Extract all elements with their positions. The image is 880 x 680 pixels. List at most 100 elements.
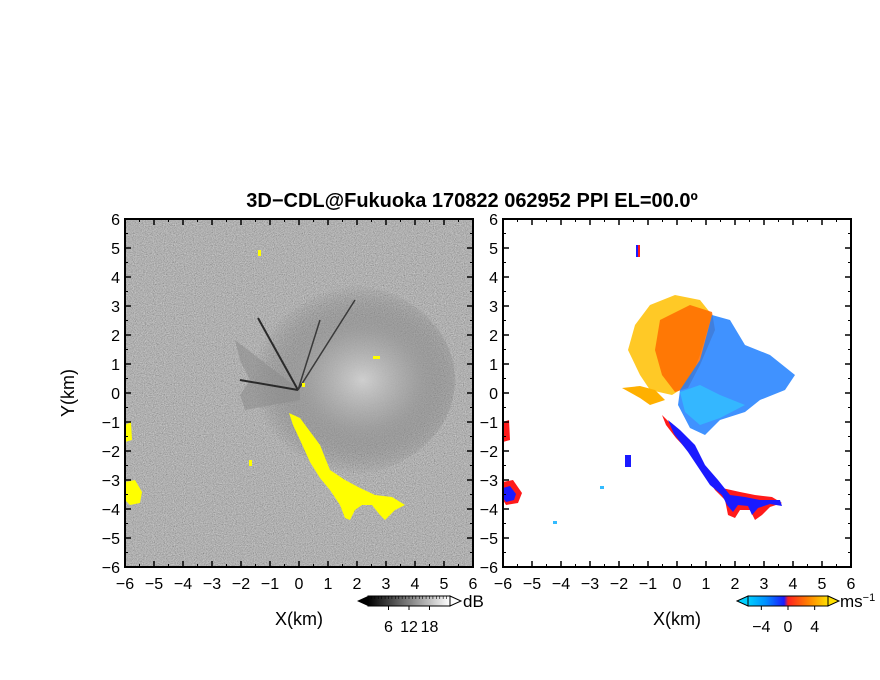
y-tick-label: −6 bbox=[102, 560, 120, 577]
highlight-speck-4 bbox=[249, 460, 252, 466]
x-tick-label: −5 bbox=[523, 576, 541, 593]
x-tick-label: −6 bbox=[116, 576, 134, 593]
x-tick-label: 4 bbox=[789, 576, 798, 593]
colorbar-tick-label: 4 bbox=[810, 619, 819, 636]
y-tick-label: −3 bbox=[102, 473, 120, 490]
y-tick-label: −4 bbox=[102, 502, 120, 519]
colorbar-tick-label: 12 bbox=[400, 619, 418, 636]
shadow-ray-2 bbox=[239, 379, 299, 391]
reflectivity-colorbar-unit: dB bbox=[463, 592, 484, 611]
y-tick-label: −1 bbox=[102, 415, 120, 432]
y-tick-label: 4 bbox=[489, 270, 498, 287]
x-tick-label: 5 bbox=[818, 576, 827, 593]
x-tick-label: 3 bbox=[382, 576, 391, 593]
x-tick-label: 5 bbox=[440, 576, 449, 593]
velocity-xlabel: X(km) bbox=[653, 609, 701, 629]
y-tick-label: −3 bbox=[480, 473, 498, 490]
highlight-left-lower bbox=[125, 480, 142, 505]
colorbar-tick-label: 6 bbox=[384, 619, 393, 636]
y-tick-label: 6 bbox=[111, 212, 120, 229]
reflectivity-colorbar-left-arrow bbox=[357, 596, 368, 606]
y-tick-label: −6 bbox=[480, 560, 498, 577]
reflectivity-tick-labels: −6 −5 −4 −3 −2 −1 0 1 2 3 4 5 6 6 5 4 3 2 1 0 −1 −2 −3 −4 −5 −6 bbox=[102, 212, 478, 593]
reflectivity-ticks bbox=[124, 218, 474, 568]
velocity-left-lobe bbox=[622, 386, 665, 405]
velocity-speck-1 bbox=[636, 245, 639, 257]
velocity-left-edge bbox=[503, 420, 510, 442]
highlight-speck-3 bbox=[302, 383, 305, 387]
x-tick-label: 1 bbox=[324, 576, 333, 593]
x-tick-label: −4 bbox=[552, 576, 570, 593]
velocity-colorbar-ticks: −4 0 4 bbox=[752, 606, 819, 636]
velocity-unit-base: ms bbox=[840, 592, 863, 611]
reflectivity-colorbar: 6 12 18 dB bbox=[357, 592, 484, 636]
x-tick-label: 3 bbox=[760, 576, 769, 593]
y-tick-label: −5 bbox=[480, 531, 498, 548]
velocity-left-lower-blue bbox=[503, 486, 516, 502]
shadow-ray-4 bbox=[297, 299, 356, 391]
colorbar-tick-label: −4 bbox=[752, 619, 770, 636]
y-tick-label: 3 bbox=[489, 299, 498, 316]
colorbar-tick-label: 18 bbox=[421, 619, 439, 636]
echo-core bbox=[235, 285, 455, 475]
velocity-unit-exponent: −1 bbox=[863, 592, 876, 604]
velocity-colorbar: −4 0 4 ms−1 bbox=[735, 592, 875, 636]
highlight-left-edge bbox=[125, 422, 132, 442]
y-tick-label: 0 bbox=[489, 386, 498, 403]
velocity-colorbar-right-arrow bbox=[827, 595, 841, 607]
x-tick-label: −4 bbox=[174, 576, 192, 593]
shadow-ray-1 bbox=[257, 317, 299, 391]
velocity-colorbar-bar bbox=[747, 595, 829, 607]
reflectivity-ylabel: Y(km) bbox=[58, 369, 78, 417]
x-tick-label: −2 bbox=[610, 576, 628, 593]
velocity-background bbox=[503, 219, 851, 567]
x-tick-label: 4 bbox=[411, 576, 420, 593]
reflectivity-colorbar-right-arrow bbox=[449, 595, 463, 607]
y-tick-label: −2 bbox=[480, 444, 498, 461]
reflectivity-colorbar-ticks: 6 12 18 bbox=[371, 596, 447, 636]
x-tick-label: −2 bbox=[232, 576, 250, 593]
y-tick-label: −2 bbox=[102, 444, 120, 461]
highlight-speck-1 bbox=[258, 250, 261, 256]
velocity-colorbar-left-arrow bbox=[735, 595, 749, 607]
x-tick-label: −1 bbox=[639, 576, 657, 593]
y-tick-label: −4 bbox=[480, 502, 498, 519]
y-tick-label: 2 bbox=[111, 328, 120, 345]
x-tick-label: 6 bbox=[847, 576, 856, 593]
velocity-speck-5 bbox=[553, 521, 557, 524]
x-tick-label: 1 bbox=[702, 576, 711, 593]
y-tick-label: 2 bbox=[489, 328, 498, 345]
velocity-colorbar-unit: ms−1 bbox=[840, 592, 875, 611]
y-tick-label: 5 bbox=[111, 241, 120, 258]
x-tick-label: −3 bbox=[581, 576, 599, 593]
x-tick-label: 6 bbox=[469, 576, 478, 593]
chart-title: 3D−CDL@Fukuoka 170822 062952 PPI EL=00.0… bbox=[246, 190, 698, 212]
velocity-band-blue bbox=[668, 420, 782, 515]
y-tick-label: 4 bbox=[111, 270, 120, 287]
velocity-panel: −6 −5 −4 −3 −2 −1 0 1 2 3 4 5 6 6 5 4 3 2 1 0 −1 −2 −3 −4 −5 −6 X… bbox=[480, 212, 875, 636]
velocity-echo bbox=[503, 245, 795, 524]
x-tick-label: −5 bbox=[145, 576, 163, 593]
highlight-speck-2 bbox=[373, 356, 380, 359]
echo-sector bbox=[235, 340, 300, 410]
x-tick-label: 0 bbox=[673, 576, 682, 593]
velocity-tick-labels: −6 −5 −4 −3 −2 −1 0 1 2 3 4 5 6 6 5 4 3 2 1 0 −1 −2 −3 −4 −5 −6 bbox=[480, 212, 856, 593]
high-echo-highlights bbox=[125, 250, 405, 520]
y-tick-label: 6 bbox=[489, 212, 498, 229]
x-tick-label: 2 bbox=[353, 576, 362, 593]
x-tick-label: 0 bbox=[295, 576, 304, 593]
velocity-ticks bbox=[502, 218, 852, 568]
y-tick-label: 5 bbox=[489, 241, 498, 258]
velocity-speck-4 bbox=[600, 486, 604, 489]
velocity-positive bbox=[655, 305, 715, 392]
x-tick-label: −1 bbox=[261, 576, 279, 593]
y-tick-label: −5 bbox=[102, 531, 120, 548]
colorbar-tick-label: 0 bbox=[784, 619, 793, 636]
velocity-negative-near bbox=[680, 385, 745, 425]
y-tick-label: 1 bbox=[489, 357, 498, 374]
x-tick-label: −3 bbox=[203, 576, 221, 593]
y-tick-label: 1 bbox=[111, 357, 120, 374]
x-tick-label: −6 bbox=[494, 576, 512, 593]
reflectivity-xlabel: X(km) bbox=[275, 609, 323, 629]
